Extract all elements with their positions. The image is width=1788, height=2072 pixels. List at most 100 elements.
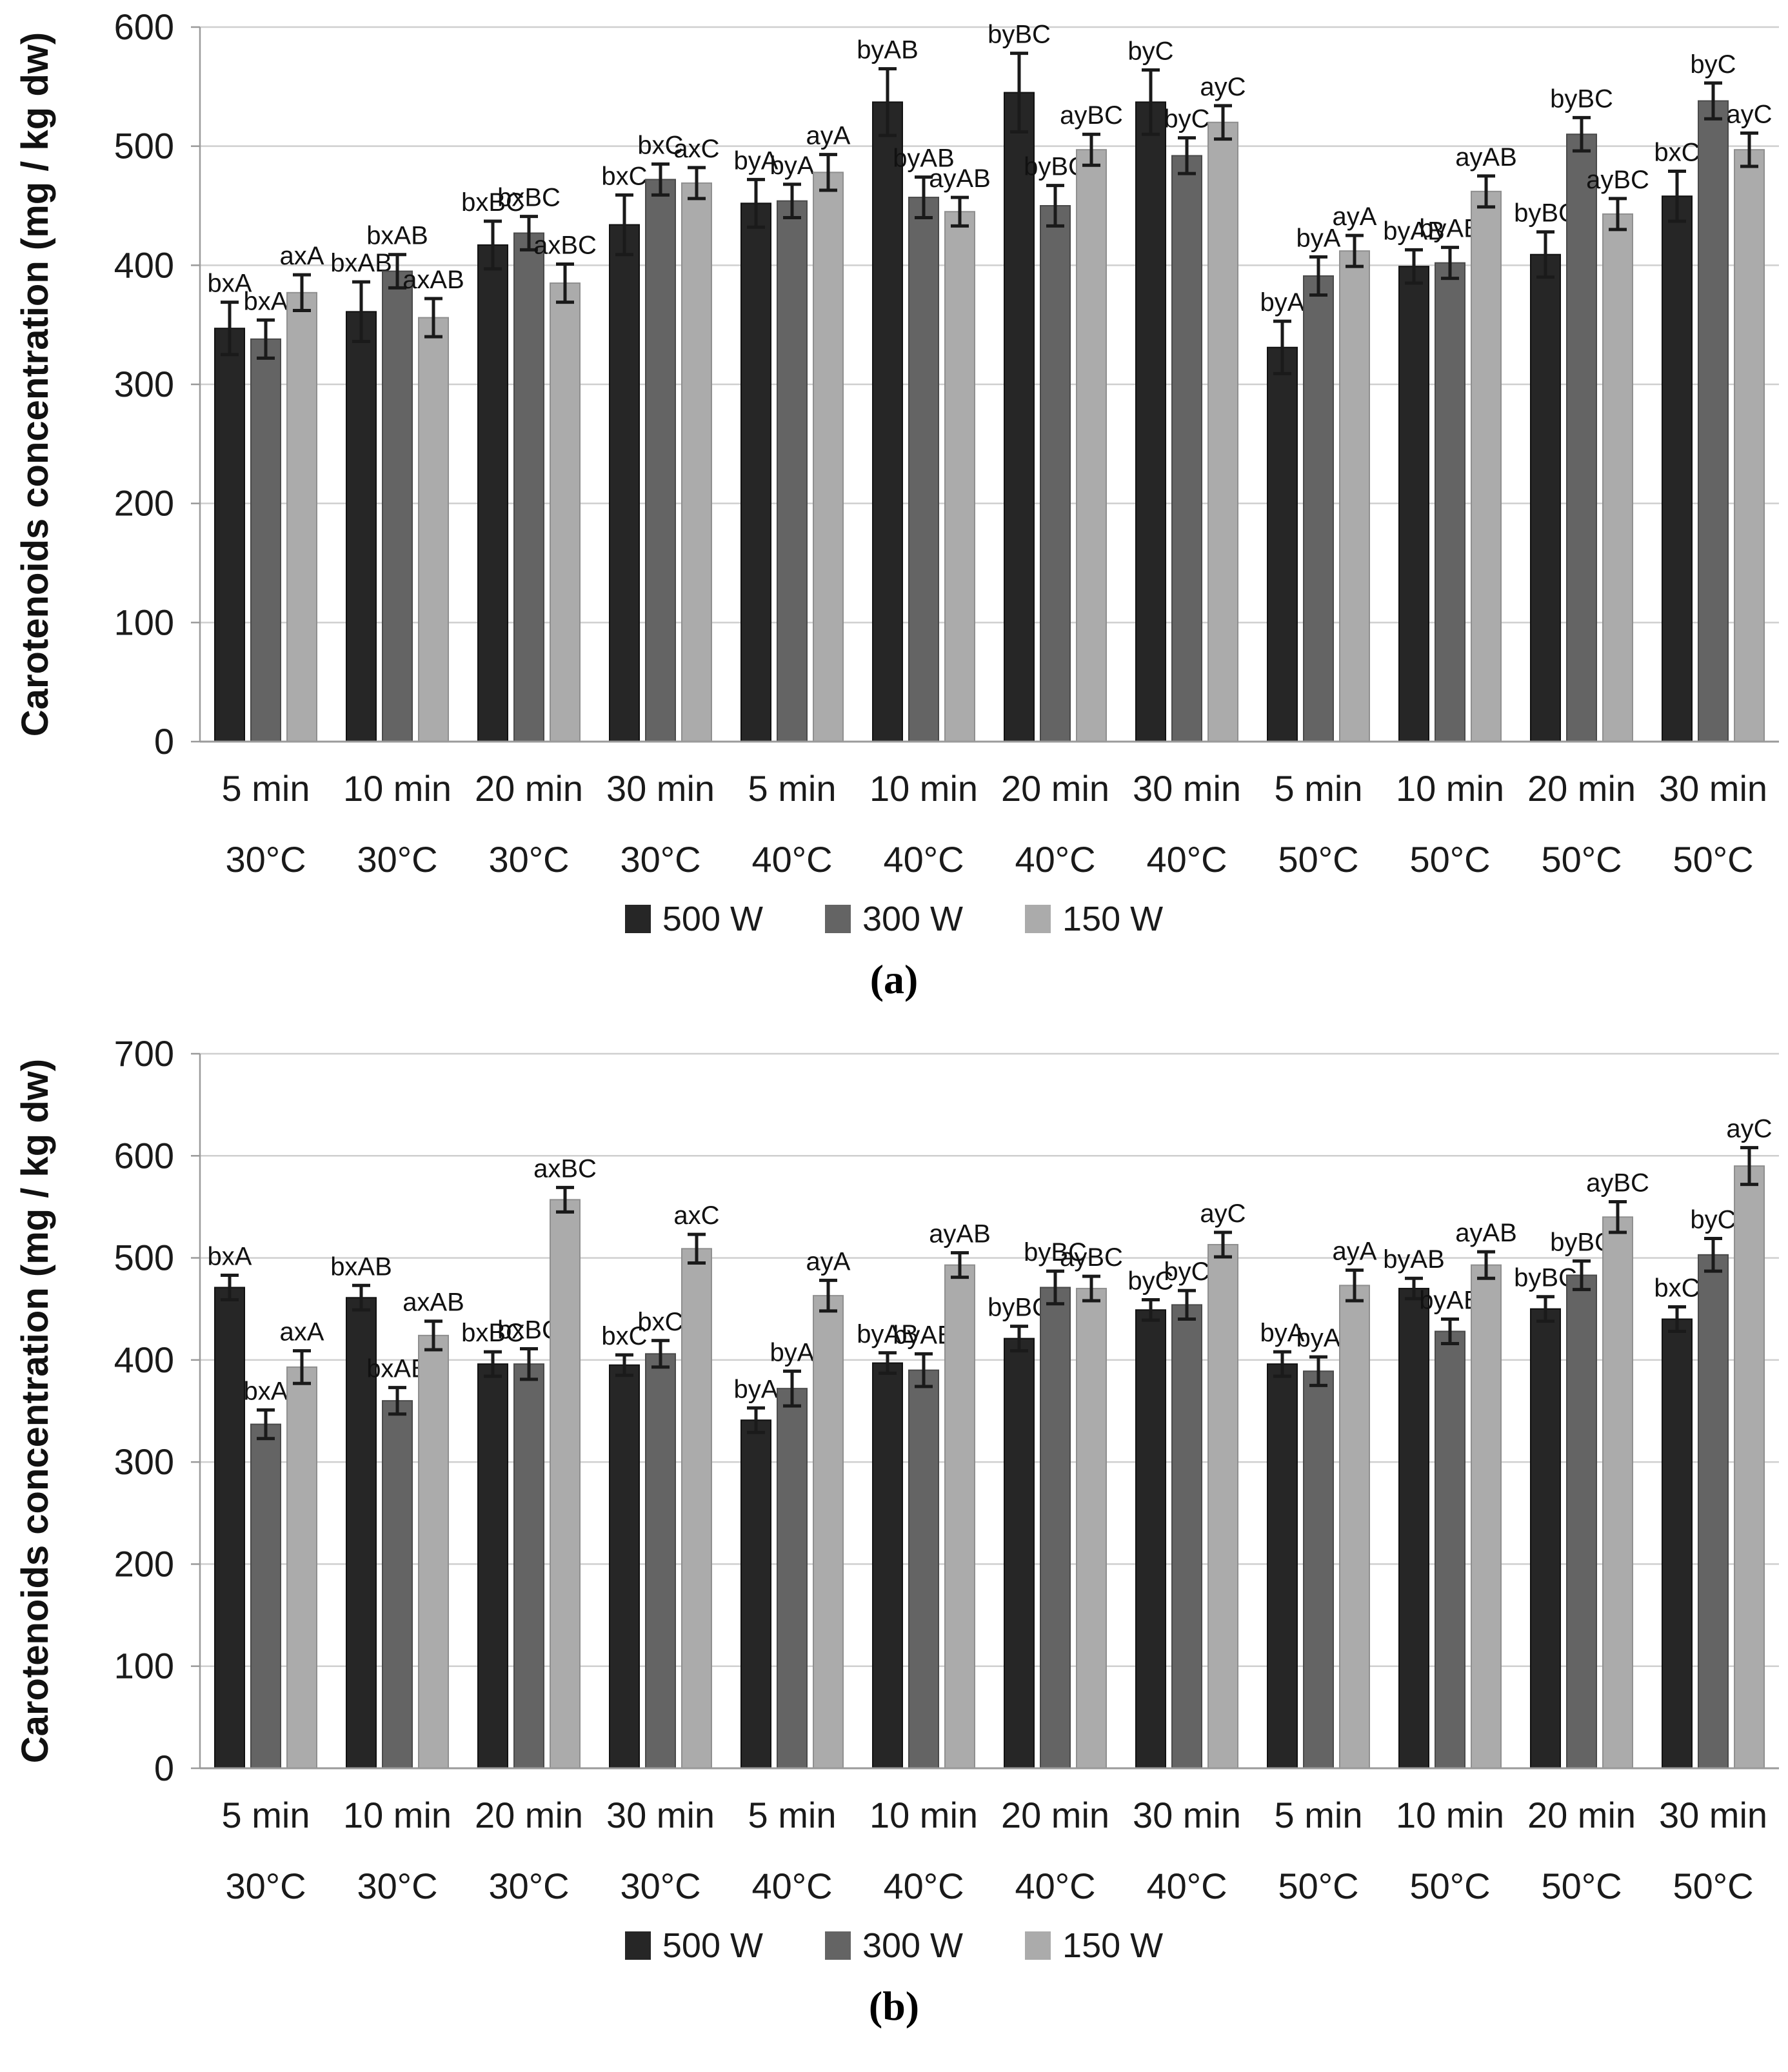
x-tick-time: 20 min [1001, 1795, 1109, 1835]
legend-swatch-150w [1025, 905, 1051, 933]
legend-swatch-500w [624, 1931, 651, 1960]
legend-b: 500 W 300 W 150 W [0, 1926, 1788, 1966]
bar-150w [418, 317, 449, 742]
chart-b: 0 100 200 300 400 500 600 700 bxA bxA axA 5 min 30°C… [14, 1033, 1779, 1906]
sig-label: byA [734, 1375, 779, 1403]
y-tick-label: 600 [114, 1135, 174, 1176]
sig-label: axBC [533, 1154, 597, 1183]
sig-label: axA [280, 1318, 324, 1347]
x-tick-temp: 30°C [225, 1866, 306, 1906]
bar-300w [908, 1369, 939, 1769]
bar-150w [681, 182, 712, 742]
legend-item-150w: 150 W [1025, 899, 1163, 939]
bar-300w [1040, 1287, 1071, 1769]
bar-500w [1135, 101, 1166, 742]
legend-item-300w: 300 W [824, 899, 963, 939]
bar-300w [645, 1353, 676, 1769]
bar-150w [1339, 1285, 1370, 1769]
x-tick-temp: 50°C [1278, 1866, 1358, 1906]
y-tick-label: 400 [114, 244, 174, 285]
bar-500w [1004, 1337, 1035, 1770]
x-tick-temp: 50°C [1409, 839, 1490, 880]
x-tick-temp: 40°C [883, 1866, 964, 1906]
bar-150w [944, 211, 975, 742]
sig-label: byC [1690, 50, 1736, 79]
bar-500w [1398, 1288, 1429, 1769]
sig-label: bxAB [330, 249, 392, 277]
sig-label: ayBC [1586, 166, 1649, 194]
sig-label: byA [1260, 288, 1305, 317]
legend-label-300w: 300 W [862, 1926, 964, 1965]
sig-label: byC [1127, 37, 1173, 65]
x-tick-temp: 40°C [1146, 1866, 1227, 1906]
bar-150w [813, 1295, 844, 1769]
sig-label: ayC [1726, 1115, 1772, 1143]
bar-500w [214, 328, 245, 742]
bar-300w [1171, 1304, 1202, 1769]
x-tick-time: 20 min [1527, 1795, 1636, 1835]
bar-150w [1602, 1216, 1633, 1769]
bar-300w [1566, 1274, 1597, 1770]
sig-label: bxC [1654, 1274, 1700, 1303]
bar-150w [286, 291, 317, 743]
bar-150w [1076, 149, 1107, 742]
sig-label: axC [673, 135, 719, 163]
y-tick-label: 500 [114, 126, 174, 166]
sig-label: byA [1296, 224, 1341, 252]
sig-label: byC [1164, 1258, 1209, 1286]
x-tick-time: 30 min [1659, 768, 1767, 809]
x-tick-temp: 40°C [751, 839, 832, 880]
y-axis-title: Carotenoids concentration (mg / kg dw) [14, 32, 56, 736]
sig-label: ayA [806, 1247, 851, 1276]
x-tick-time: 5 min [1275, 768, 1363, 809]
bar-150w [681, 1248, 712, 1769]
bar-500w [346, 311, 377, 742]
bar-150w [1207, 1243, 1238, 1770]
x-tick-temp: 40°C [1015, 1866, 1095, 1906]
sig-label: byA [770, 152, 815, 180]
legend-label-150w: 150 W [1062, 900, 1164, 938]
legend-label-500w: 500 W [662, 1926, 763, 1965]
sig-label: ayA [1333, 1238, 1377, 1266]
bar-300w [250, 1423, 281, 1769]
legend-item-500w: 500 W [624, 1926, 763, 1966]
panel-b: 0 100 200 300 400 500 600 700 bxA bxA axA 5 min 30°C… [0, 1027, 1788, 2030]
y-tick-label: 400 [114, 1339, 174, 1380]
sig-label: ayBC [1060, 1243, 1123, 1272]
bar-500w [1267, 346, 1298, 742]
bar-500w [1530, 1308, 1561, 1769]
x-tick-temp: 40°C [1015, 839, 1095, 880]
x-tick-temp: 50°C [1278, 839, 1358, 880]
sig-label: bxC [637, 131, 683, 159]
y-tick-label: 0 [154, 1748, 174, 1788]
x-tick-time: 20 min [475, 768, 583, 809]
sig-label: byC [1164, 105, 1209, 133]
bar-500w [609, 224, 640, 742]
sig-label: axC [673, 1201, 719, 1230]
bar-500w [740, 202, 771, 743]
x-tick-temp: 30°C [225, 839, 306, 880]
x-tick-time: 30 min [1133, 1795, 1241, 1835]
sig-label: ayAB [1455, 143, 1517, 172]
sig-label: ayAB [929, 164, 991, 193]
sig-label: axAB [402, 1288, 464, 1317]
x-tick-time: 30 min [1659, 1795, 1767, 1835]
bar-300w [777, 1388, 808, 1769]
sig-label: axAB [402, 266, 464, 294]
bar-500w [1662, 195, 1693, 742]
sig-label: byAB [1419, 1287, 1481, 1315]
x-tick-time: 10 min [1396, 1795, 1504, 1835]
x-tick-time: 30 min [606, 1795, 715, 1835]
x-tick-temp: 50°C [1673, 1866, 1753, 1906]
bar-300w [1171, 155, 1202, 742]
bar-300w [1435, 1330, 1465, 1769]
legend-swatch-150w [1025, 1931, 1051, 1960]
x-tick-time: 10 min [1396, 768, 1504, 809]
bar-150w [813, 172, 844, 742]
bar-300w [1040, 205, 1071, 742]
x-tick-temp: 30°C [357, 1866, 437, 1906]
sig-label: byC [1690, 1205, 1736, 1234]
x-tick-time: 5 min [1275, 1795, 1363, 1835]
